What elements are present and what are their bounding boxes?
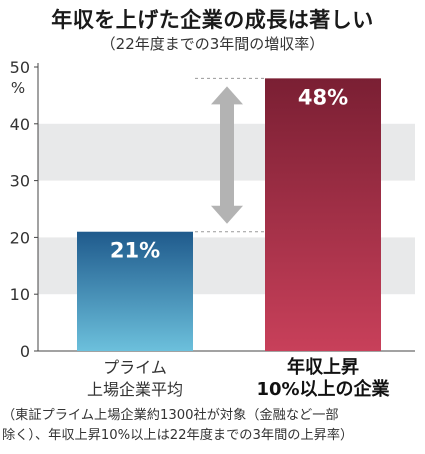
footnote: （東証プライム上場企業約1300社が対象（金融など一部 除く）、年収上昇10%以… <box>0 406 425 446</box>
category-label-2: 10%以上の企業 <box>256 378 390 400</box>
y-tick-label: 50 <box>10 58 30 77</box>
category-label-2: 年収上昇 <box>287 356 359 378</box>
chart-subtitle: （22年度までの3年間の増収率） <box>100 35 325 53</box>
footnote-line-2: 除く）、年収上昇10%以上は22年度までの3年間の上昇率） <box>2 428 354 443</box>
y-tick-label: 40 <box>10 115 30 134</box>
value-label-1: 21% <box>110 239 160 263</box>
y-tick-label: 10 <box>10 285 30 304</box>
chart-title: 年収を上げた企業の成長は著しい <box>51 8 374 32</box>
y-tick-label: 0 <box>20 342 30 361</box>
y-unit-label: % <box>11 79 25 97</box>
category-label-1: 上場企業平均 <box>87 380 183 399</box>
y-tick-label: 30 <box>10 172 30 191</box>
category-label-1: プライム <box>103 358 167 377</box>
footnote-line-1: （東証プライム上場企業約1300社が対象（金融など一部 <box>2 408 339 423</box>
arrow-shaft <box>220 102 234 208</box>
bar-1 <box>77 231 193 351</box>
arrow-head-up <box>211 86 243 105</box>
arrow-head-down <box>211 205 243 224</box>
bar-2 <box>265 78 381 352</box>
value-label-2: 48% <box>298 85 348 109</box>
y-tick-label: 20 <box>10 228 30 247</box>
